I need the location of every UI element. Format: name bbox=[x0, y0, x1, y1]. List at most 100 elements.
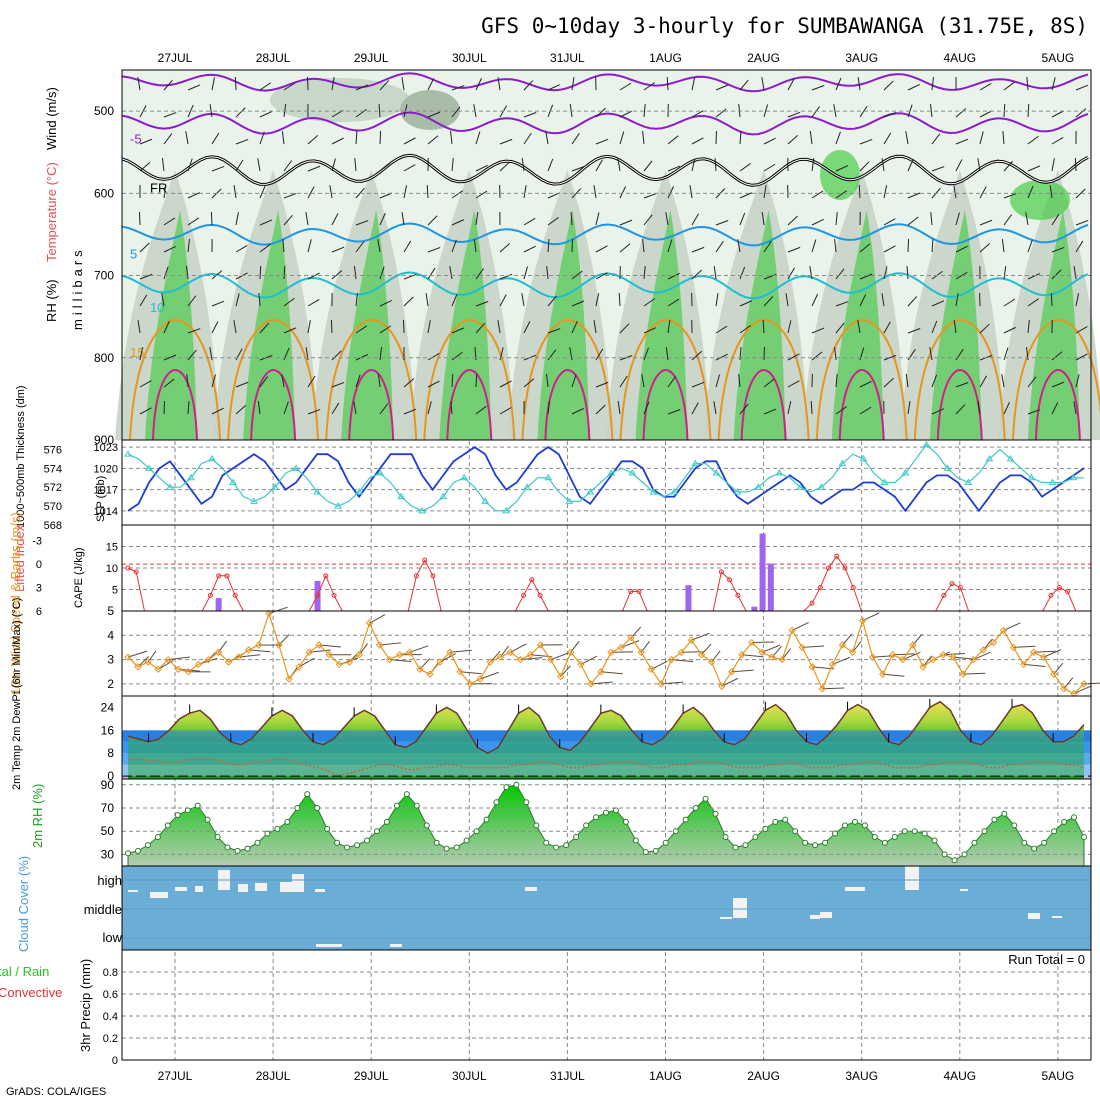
wind-barb bbox=[209, 347, 213, 361]
wind-barb bbox=[427, 353, 440, 361]
top-date-label: 28JUL bbox=[256, 51, 291, 65]
rh-2m-point bbox=[125, 850, 131, 857]
rh-2m-point bbox=[1001, 810, 1008, 817]
wind-barb bbox=[355, 325, 368, 334]
wind-barb bbox=[473, 104, 477, 118]
wind-barb bbox=[667, 320, 671, 334]
rh-tick-label: 30 bbox=[101, 847, 115, 861]
wind-10m-point bbox=[758, 648, 766, 656]
wind-barb bbox=[571, 133, 580, 145]
wind-barb bbox=[691, 137, 704, 145]
wind-barb bbox=[667, 409, 681, 415]
wind-barb bbox=[595, 381, 609, 388]
wind-barb bbox=[187, 295, 197, 307]
wind-barb bbox=[1025, 212, 1029, 226]
wind-10m-point bbox=[1060, 685, 1068, 693]
wind-barb bbox=[595, 212, 600, 226]
thickness-point bbox=[313, 487, 321, 495]
rh-2m-point bbox=[971, 839, 978, 846]
wind-barb bbox=[211, 300, 225, 307]
wind-barb bbox=[427, 215, 438, 226]
rh-2m-point bbox=[503, 784, 510, 791]
wind-barb bbox=[835, 268, 845, 280]
wind-barb bbox=[691, 269, 702, 280]
isotherm-20 bbox=[446, 368, 493, 441]
wind-barb bbox=[739, 403, 749, 415]
wind-barb bbox=[1003, 326, 1016, 334]
rh-2m-point bbox=[672, 828, 679, 835]
wind-barb bbox=[787, 320, 792, 334]
rh-2m-point bbox=[941, 851, 948, 858]
wind-barb bbox=[955, 212, 960, 226]
wind-barb bbox=[1026, 77, 1029, 91]
wind-10m-barb bbox=[309, 649, 331, 653]
wind-barb bbox=[907, 158, 914, 172]
temp-band-overlay bbox=[122, 764, 1091, 777]
wind-barb bbox=[1051, 269, 1062, 280]
thickness-point bbox=[376, 469, 385, 476]
thickness-tick-label: 572 bbox=[44, 482, 62, 494]
rh-2m-point bbox=[344, 844, 351, 851]
wind-barb bbox=[739, 300, 753, 307]
wind-barb bbox=[450, 131, 453, 145]
wind-10m-point bbox=[204, 655, 213, 664]
wind-10m-point bbox=[798, 643, 806, 652]
wind-barb bbox=[186, 374, 189, 388]
rh-2m-point bbox=[433, 839, 440, 846]
wind-barb bbox=[235, 138, 249, 145]
wind-barb bbox=[163, 185, 167, 199]
wind-barb bbox=[618, 292, 621, 307]
wind-10m-barb bbox=[248, 649, 271, 653]
cloud-gap bbox=[845, 887, 865, 891]
thickness-point bbox=[439, 492, 448, 500]
wind-barb bbox=[259, 82, 272, 91]
wind-barb bbox=[523, 321, 531, 334]
wind-barb bbox=[450, 401, 453, 415]
lifted-index-point bbox=[636, 588, 642, 594]
run-total-label: Run Total = 0 bbox=[1008, 952, 1085, 967]
wind-barb bbox=[571, 166, 585, 172]
isotherm-minus5-upper bbox=[121, 72, 1089, 93]
wind-barb bbox=[449, 266, 453, 280]
wind-10m-point bbox=[718, 682, 726, 690]
wind-barb bbox=[835, 322, 845, 334]
pressure-tick-label: 600 bbox=[94, 186, 114, 200]
wind-barb bbox=[233, 185, 237, 199]
rh-2m-point bbox=[154, 834, 161, 840]
wind-barb bbox=[521, 158, 525, 172]
wind-10m-point bbox=[1070, 689, 1078, 698]
wind-barb bbox=[571, 407, 584, 415]
wind-barb bbox=[355, 354, 368, 361]
thickness-point bbox=[964, 478, 973, 485]
li-tick-label: 0 bbox=[36, 559, 42, 571]
wind-barb bbox=[1051, 77, 1056, 91]
wind-barb bbox=[475, 164, 488, 172]
wind-barb bbox=[833, 104, 837, 118]
wind-barb bbox=[281, 131, 285, 145]
isotherm-20 bbox=[1034, 368, 1081, 441]
rh-2m-point bbox=[981, 828, 988, 835]
wind-barb bbox=[1075, 326, 1088, 334]
wind-barb bbox=[595, 293, 600, 307]
slp-line bbox=[127, 446, 1085, 513]
wind-barb bbox=[929, 347, 933, 361]
top-date-label: 5AUG bbox=[1042, 51, 1075, 65]
wind-10m-point bbox=[335, 660, 344, 669]
wind-barb bbox=[1027, 298, 1040, 307]
wind-10m-barb bbox=[480, 671, 499, 680]
cape-tick-label: 15 bbox=[106, 542, 118, 554]
wind-barb bbox=[691, 77, 696, 91]
wind-barb bbox=[163, 217, 176, 226]
wind-barb bbox=[259, 111, 273, 118]
wind-barb bbox=[1051, 351, 1063, 361]
wind-barb bbox=[475, 131, 481, 145]
wind-barb bbox=[1003, 214, 1013, 226]
wind-10m-barb bbox=[892, 653, 915, 656]
wind-barb bbox=[403, 240, 412, 253]
rh-2m-point bbox=[722, 834, 729, 840]
wind-barb bbox=[691, 110, 704, 118]
wind-barb bbox=[667, 135, 679, 145]
wind-barbs bbox=[137, 76, 1089, 415]
wind-barb bbox=[1051, 246, 1065, 253]
